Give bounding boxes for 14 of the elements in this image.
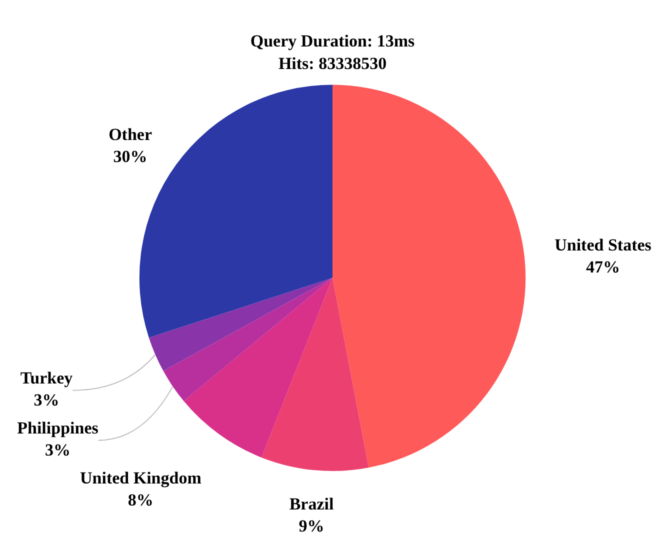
slice-label: Turkey — [20, 368, 74, 388]
slice-label: Brazil — [289, 494, 334, 514]
data-label: 3% — [44, 440, 70, 460]
slice-label: Philippines — [17, 418, 99, 438]
slice-label: Other — [108, 125, 152, 144]
data-label: 3% — [34, 390, 60, 410]
slice-label: United Kingdom — [80, 468, 202, 488]
data-label: 8% — [128, 490, 154, 510]
data-label: 47% — [586, 257, 620, 276]
chart-title: Query Duration: 13ms — [250, 32, 416, 51]
data-label: 9% — [298, 516, 324, 536]
data-label: 30% — [113, 147, 148, 166]
chart-subtitle: Hits: 83338530 — [278, 54, 387, 73]
slice-label: United States — [554, 235, 652, 254]
